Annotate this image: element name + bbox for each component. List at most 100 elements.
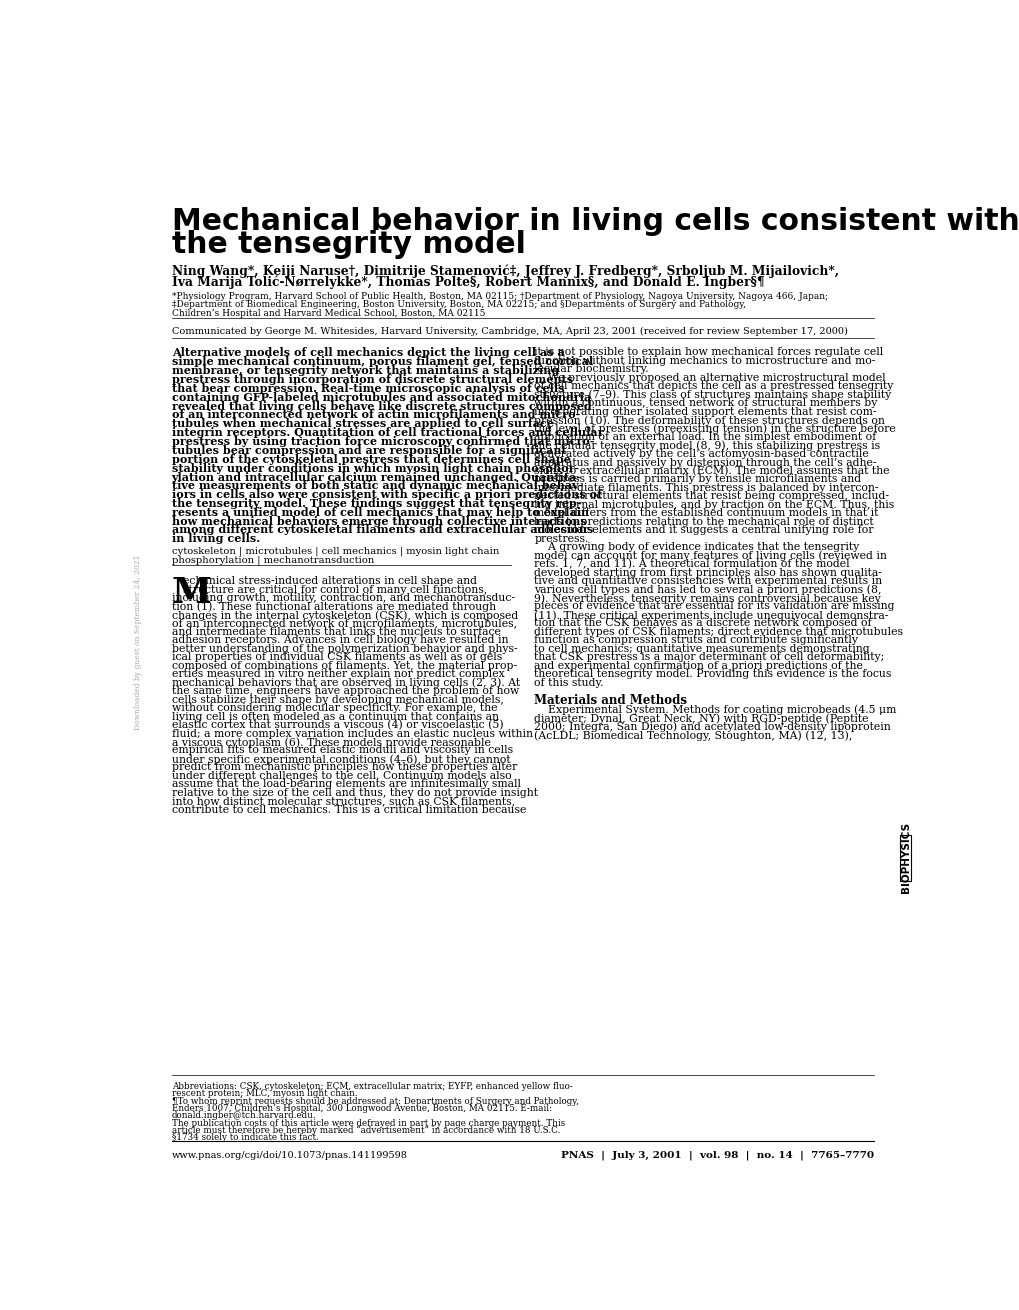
Text: (11). These critical experiments include unequivocal demonstra-: (11). These critical experiments include… [534, 610, 888, 621]
Text: article must therefore be hereby marked “advertisement” in accordance with 18 U.: article must therefore be hereby marked … [171, 1125, 559, 1136]
Text: tubules bear compression and are responsible for a significant: tubules bear compression and are respons… [171, 445, 566, 456]
Text: incorporating other isolated support elements that resist com-: incorporating other isolated support ele… [534, 406, 876, 417]
Text: generated actively by the cell’s actomyosin-based contractile: generated actively by the cell’s actomyo… [534, 449, 868, 458]
Text: model can account for many features of living cells (reviewed in: model can account for many features of l… [534, 550, 887, 561]
Text: that CSK prestress is a major determinant of cell deformability;: that CSK prestress is a major determinan… [534, 652, 883, 663]
Text: under different challenges to the cell. Continuum models also: under different challenges to the cell. … [171, 770, 511, 781]
Text: structure are critical for control of many cell functions,: structure are critical for control of ma… [183, 584, 487, 595]
Text: the cellular tensegrity model (8, 9), this stabilizing prestress is: the cellular tensegrity model (8, 9), th… [534, 440, 879, 451]
Text: contribute to cell mechanics. This is a critical limitation because: contribute to cell mechanics. This is a … [171, 804, 526, 815]
Text: of this study.: of this study. [534, 677, 603, 688]
Text: 2000; Integra, San Diego) and acetylated low-density lipoprotein: 2000; Integra, San Diego) and acetylated… [534, 722, 891, 732]
Text: ing internal microtubules, and by traction on the ECM. Thus, this: ing internal microtubules, and by tracti… [534, 500, 894, 510]
Text: various cell types and has led to several a priori predictions (8,: various cell types and has led to severa… [534, 584, 881, 595]
Text: sions to extracellular matrix (ECM). The model assumes that the: sions to extracellular matrix (ECM). The… [534, 466, 889, 477]
Text: structure (7–9). This class of structures maintains shape stability: structure (7–9). This class of structure… [534, 390, 891, 401]
Text: ylation and intracellular calcium remained unchanged. Quantita-: ylation and intracellular calcium remain… [171, 472, 581, 482]
Text: Abbreviations: CSK, cytoskeleton; ECM, extracellular matrix; EYFP, enhanced yell: Abbreviations: CSK, cytoskeleton; ECM, e… [171, 1082, 572, 1091]
Text: portion of the cytoskeletal prestress that determines cell shape: portion of the cytoskeletal prestress th… [171, 453, 570, 465]
Text: tion (1). These functional alterations are mediated through: tion (1). These functional alterations a… [171, 601, 495, 612]
Text: Experimental System. Methods for coating microbeads (4.5 μm: Experimental System. Methods for coating… [534, 705, 896, 715]
Text: A growing body of evidence indicates that the tensegrity: A growing body of evidence indicates tha… [534, 542, 859, 553]
Text: composed of combinations of filaments. Yet, the material prop-: composed of combinations of filaments. Y… [171, 660, 517, 671]
Text: simple mechanical continuum, porous filament gel, tensed cortical: simple mechanical continuum, porous fila… [171, 356, 592, 367]
Text: We previously proposed an alternative microstructural model: We previously proposed an alternative mi… [534, 373, 886, 383]
Text: ical properties of individual CSK filaments as well as of gels: ical properties of individual CSK filame… [171, 652, 501, 663]
Text: diameter; Dynal, Great Neck, NY) with RGD-peptide (Peptite: diameter; Dynal, Great Neck, NY) with RG… [534, 713, 868, 723]
Text: The publication costs of this article were defrayed in part by page charge payme: The publication costs of this article we… [171, 1119, 565, 1128]
Text: different types of CSK filaments; direct evidence that microtubules: different types of CSK filaments; direct… [534, 627, 903, 637]
Text: echanical stress-induced alterations in cell shape and: echanical stress-induced alterations in … [183, 576, 477, 586]
Text: pieces of evidence that are essential for its validation are missing: pieces of evidence that are essential fo… [534, 601, 894, 612]
Text: predict from mechanistic principles how these properties alter: predict from mechanistic principles how … [171, 762, 517, 773]
Text: Communicated by George M. Whitesides, Harvard University, Cambridge, MA, April 2: Communicated by George M. Whitesides, Ha… [171, 326, 847, 335]
Text: §1734 solely to indicate this fact.: §1734 solely to indicate this fact. [171, 1133, 318, 1142]
Text: to cell mechanics; quantitative measurements demonstrating: to cell mechanics; quantitative measurem… [534, 643, 869, 654]
Text: of cell mechanics that depicts the cell as a prestressed tensegrity: of cell mechanics that depicts the cell … [534, 381, 893, 392]
Text: into how distinct molecular structures, such as CSK filaments,: into how distinct molecular structures, … [171, 796, 515, 806]
Text: apparatus and passively by distension through the cell’s adhe-: apparatus and passively by distension th… [534, 457, 876, 468]
Text: pression (10). The deformability of these structures depends on: pression (10). The deformability of thes… [534, 415, 884, 426]
Text: of an interconnected network of actin microfilaments and micro-: of an interconnected network of actin mi… [171, 410, 580, 421]
Text: molecular elements and it suggests a central unifying role for: molecular elements and it suggests a cen… [534, 525, 873, 536]
Text: containing GFP-labeled microtubules and associated mitochondria: containing GFP-labeled microtubules and … [171, 392, 590, 402]
Text: membrane, or tensegrity network that maintains a stabilizing: membrane, or tensegrity network that mai… [171, 365, 558, 376]
Text: including growth, motility, contraction, and mechanotransduc-: including growth, motility, contraction,… [171, 593, 515, 603]
Text: elastic cortex that surrounds a viscous (4) or viscoelastic (5): elastic cortex that surrounds a viscous … [171, 721, 502, 731]
Text: Materials and Methods: Materials and Methods [534, 694, 687, 707]
Text: under specific experimental conditions (4–6), but they cannot: under specific experimental conditions (… [171, 755, 509, 765]
Text: Mechanical behavior in living cells consistent with: Mechanical behavior in living cells cons… [171, 207, 1018, 236]
Text: a viscous cytoplasm (6). These models provide reasonable: a viscous cytoplasm (6). These models pr… [171, 738, 490, 748]
Text: the tensegrity model: the tensegrity model [171, 231, 525, 259]
Text: intermediate filaments. This prestress is balanced by intercon-: intermediate filaments. This prestress i… [534, 483, 878, 493]
Text: fluid; a more complex variation includes an elastic nucleus within: fluid; a more complex variation includes… [171, 728, 532, 739]
Text: developed starting from first principles also has shown qualita-: developed starting from first principles… [534, 567, 881, 578]
Text: stability under conditions in which myosin light chain phosphor-: stability under conditions in which myos… [171, 462, 578, 473]
Text: prestress by using traction force microscopy confirmed that micro-: prestress by using traction force micros… [171, 436, 594, 447]
Text: prestress is carried primarily by tensile microfilaments and: prestress is carried primarily by tensil… [534, 474, 861, 485]
Text: and intermediate filaments that links the nucleus to surface: and intermediate filaments that links th… [171, 627, 500, 637]
Text: of an interconnected network of microfilaments, microtubules,: of an interconnected network of microfil… [171, 618, 517, 629]
Text: model differs from the established continuum models in that it: model differs from the established conti… [534, 508, 878, 519]
Text: *Physiology Program, Harvard School of Public Health, Boston, MA 02115; †Departm: *Physiology Program, Harvard School of P… [171, 292, 827, 301]
Text: without considering molecular specificity. For example, the: without considering molecular specificit… [171, 703, 496, 713]
Text: phosphorylation | mechanotransduction: phosphorylation | mechanotransduction [171, 555, 374, 565]
Text: resents a unified model of cell mechanics that may help to explain: resents a unified model of cell mechanic… [171, 507, 588, 517]
Text: Enders 1007, Children’s Hospital, 300 Longwood Avenue, Boston, MA 02115. E-mail:: Enders 1007, Children’s Hospital, 300 Lo… [171, 1104, 551, 1114]
Text: Downloaded by guest on September 24, 2021: Downloaded by guest on September 24, 202… [135, 554, 143, 730]
Text: adhesion receptors. Advances in cell biology have resulted in: adhesion receptors. Advances in cell bio… [171, 635, 507, 646]
Text: 9). Nevertheless, tensegrity remains controversial because key: 9). Nevertheless, tensegrity remains con… [534, 593, 880, 604]
Text: the same time, engineers have approached the problem of how: the same time, engineers have approached… [171, 686, 519, 696]
Text: among different cytoskeletal filaments and extracellular adhesions: among different cytoskeletal filaments a… [171, 524, 592, 536]
Text: lecular biochemistry.: lecular biochemistry. [534, 364, 648, 375]
Text: erties measured in vitro neither explain nor predict complex: erties measured in vitro neither explain… [171, 669, 504, 680]
Text: tubules when mechanical stresses are applied to cell surface: tubules when mechanical stresses are app… [171, 418, 553, 430]
Text: cells stabilize their shape by developing mechanical models,: cells stabilize their shape by developin… [171, 694, 503, 705]
Text: living cell is often modeled as a continuum that contains an: living cell is often modeled as a contin… [171, 711, 498, 722]
Text: changes in the internal cytoskeleton (CSK), which is composed: changes in the internal cytoskeleton (CS… [171, 610, 518, 621]
Text: within a continuous, tensed network of structural members by: within a continuous, tensed network of s… [534, 398, 877, 409]
Text: it is not possible to explain how mechanical forces regulate cell: it is not possible to explain how mechan… [534, 347, 882, 358]
Text: tive and quantitative consistencies with experimental results in: tive and quantitative consistencies with… [534, 576, 881, 586]
Text: function without linking mechanics to microstructure and mo-: function without linking mechanics to mi… [534, 356, 875, 365]
Text: M: M [171, 576, 212, 610]
Text: assume that the load-bearing elements are infinitesimally small: assume that the load-bearing elements ar… [171, 779, 520, 790]
Text: nected structural elements that resist being compressed, includ-: nected structural elements that resist b… [534, 491, 889, 502]
Text: BIOPHYSICS: BIOPHYSICS [900, 823, 910, 893]
Text: ‡Department of Biomedical Engineering, Boston University, Boston, MA 02215; and : ‡Department of Biomedical Engineering, B… [171, 300, 745, 309]
Text: function as compression struts and contribute significantly: function as compression struts and contr… [534, 635, 858, 646]
Text: ¶To whom reprint requests should be addressed at: Departments of Surgery and Pat: ¶To whom reprint requests should be addr… [171, 1096, 578, 1106]
Text: empirical fits to measured elastic moduli and viscosity in cells: empirical fits to measured elastic modul… [171, 745, 513, 756]
Text: prestress.: prestress. [534, 533, 588, 544]
Text: www.pnas.org/cgi/doi/10.1073/pnas.141199598: www.pnas.org/cgi/doi/10.1073/pnas.141199… [171, 1150, 408, 1159]
Text: rescent protein; MLC, myosin light chain.: rescent protein; MLC, myosin light chain… [171, 1090, 357, 1098]
Text: in living cells.: in living cells. [171, 533, 260, 545]
Text: tion that the CSK behaves as a discrete network composed of: tion that the CSK behaves as a discrete … [534, 618, 871, 629]
Text: theoretical tensegrity model. Providing this evidence is the focus: theoretical tensegrity model. Providing … [534, 669, 891, 680]
Text: tive measurements of both static and dynamic mechanical behav-: tive measurements of both static and dyn… [171, 481, 582, 491]
Text: refs. 1, 7, and 11). A theoretical formulation of the model: refs. 1, 7, and 11). A theoretical formu… [534, 559, 849, 570]
Text: better understanding of the polymerization behavior and phys-: better understanding of the polymerizati… [171, 643, 517, 654]
Text: the tensegrity model. These findings suggest that tensegrity rep-: the tensegrity model. These findings sug… [171, 498, 581, 508]
Text: and experimental confirmation of a priori predictions of the: and experimental confirmation of a prior… [534, 660, 862, 671]
Text: application of an external load. In the simplest embodiment of: application of an external load. In the … [534, 432, 875, 441]
